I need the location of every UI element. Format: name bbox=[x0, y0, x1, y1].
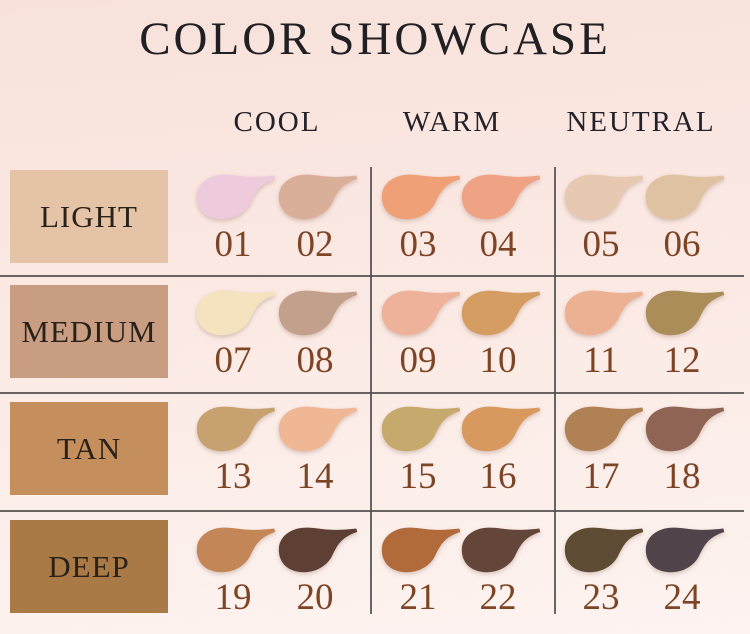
cream-smear-swatch bbox=[196, 290, 276, 336]
shade-number: 05 bbox=[582, 224, 620, 265]
cream-smear-swatch bbox=[645, 174, 725, 220]
cream-smear-swatch bbox=[461, 406, 541, 452]
row-divider bbox=[0, 510, 744, 512]
shade-number: 04 bbox=[479, 224, 517, 265]
shade-swatch-01: 01 bbox=[189, 171, 277, 263]
shade-swatch-12: 12 bbox=[638, 287, 726, 379]
shade-number: 14 bbox=[296, 456, 334, 497]
cream-smear-swatch bbox=[381, 174, 461, 220]
cream-smear-swatch bbox=[461, 290, 541, 336]
column-divider bbox=[554, 167, 556, 614]
cream-smear-swatch bbox=[278, 174, 358, 220]
column-header-cool: COOL bbox=[233, 106, 321, 138]
cream-smear-swatch bbox=[381, 290, 461, 336]
shade-swatch-13: 13 bbox=[189, 403, 277, 495]
shade-swatch-20: 20 bbox=[271, 524, 359, 616]
cream-smear-swatch bbox=[196, 174, 276, 220]
shade-swatch-24: 24 bbox=[638, 524, 726, 616]
shade-number: 03 bbox=[399, 224, 437, 265]
shade-number: 23 bbox=[582, 577, 620, 618]
cream-smear-swatch bbox=[196, 527, 276, 573]
shade-number: 22 bbox=[479, 577, 517, 618]
row-label-light: LIGHT bbox=[10, 170, 168, 263]
column-divider bbox=[370, 167, 372, 614]
cream-smear-swatch bbox=[461, 527, 541, 573]
shade-number: 17 bbox=[582, 456, 620, 497]
row-label-deep: DEEP bbox=[10, 520, 168, 613]
cream-smear-swatch bbox=[278, 406, 358, 452]
cream-smear-swatch bbox=[278, 527, 358, 573]
page-title: COLOR SHOWCASE bbox=[139, 13, 611, 65]
shade-number: 24 bbox=[663, 577, 701, 618]
shade-number: 13 bbox=[214, 456, 252, 497]
shade-swatch-17: 17 bbox=[557, 403, 645, 495]
cream-smear-swatch bbox=[564, 527, 644, 573]
cream-smear-swatch bbox=[381, 527, 461, 573]
shade-swatch-04: 04 bbox=[454, 171, 542, 263]
shade-swatch-02: 02 bbox=[271, 171, 359, 263]
column-header-warm: WARM bbox=[402, 106, 502, 138]
shade-number: 21 bbox=[399, 577, 437, 618]
shade-swatch-14: 14 bbox=[271, 403, 359, 495]
row-divider bbox=[0, 275, 744, 277]
cream-smear-swatch bbox=[564, 290, 644, 336]
shade-swatch-05: 05 bbox=[557, 171, 645, 263]
shade-number: 09 bbox=[399, 340, 437, 381]
cream-smear-swatch bbox=[564, 174, 644, 220]
column-header-neutral: NEUTRAL bbox=[566, 106, 716, 138]
shade-number: 12 bbox=[663, 340, 701, 381]
cream-smear-swatch bbox=[645, 290, 725, 336]
shade-swatch-18: 18 bbox=[638, 403, 726, 495]
shade-number: 16 bbox=[479, 456, 517, 497]
cream-smear-swatch bbox=[645, 406, 725, 452]
shade-swatch-03: 03 bbox=[374, 171, 462, 263]
shade-swatch-11: 11 bbox=[557, 287, 645, 379]
cream-smear-swatch bbox=[196, 406, 276, 452]
shade-swatch-23: 23 bbox=[557, 524, 645, 616]
shade-number: 06 bbox=[663, 224, 701, 265]
row-label-tan: TAN bbox=[10, 402, 168, 495]
shade-swatch-06: 06 bbox=[638, 171, 726, 263]
shade-swatch-19: 19 bbox=[189, 524, 277, 616]
shade-swatch-21: 21 bbox=[374, 524, 462, 616]
shade-swatch-15: 15 bbox=[374, 403, 462, 495]
shade-number: 01 bbox=[214, 224, 252, 265]
shade-swatch-08: 08 bbox=[271, 287, 359, 379]
shade-swatch-10: 10 bbox=[454, 287, 542, 379]
shade-swatch-07: 07 bbox=[189, 287, 277, 379]
shade-number: 11 bbox=[583, 340, 619, 381]
cream-smear-swatch bbox=[645, 527, 725, 573]
shade-number: 19 bbox=[214, 577, 252, 618]
shade-swatch-09: 09 bbox=[374, 287, 462, 379]
shade-number: 15 bbox=[399, 456, 437, 497]
cream-smear-swatch bbox=[278, 290, 358, 336]
shade-number: 10 bbox=[479, 340, 517, 381]
cream-smear-swatch bbox=[564, 406, 644, 452]
row-divider bbox=[0, 392, 744, 394]
shade-number: 08 bbox=[296, 340, 334, 381]
shade-number: 02 bbox=[296, 224, 334, 265]
cream-smear-swatch bbox=[461, 174, 541, 220]
shade-number: 18 bbox=[663, 456, 701, 497]
shade-swatch-16: 16 bbox=[454, 403, 542, 495]
shade-number: 07 bbox=[214, 340, 252, 381]
shade-swatch-22: 22 bbox=[454, 524, 542, 616]
shade-number: 20 bbox=[296, 577, 334, 618]
row-label-medium: MEDIUM bbox=[10, 285, 168, 378]
cream-smear-swatch bbox=[381, 406, 461, 452]
